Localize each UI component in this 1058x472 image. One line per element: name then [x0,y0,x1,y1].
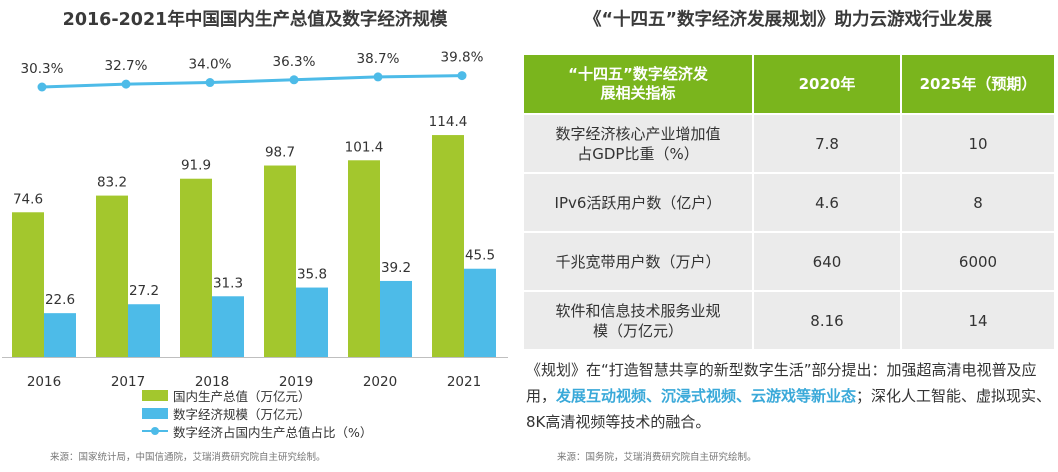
data-label-gdp-2021: 114.4 [429,114,468,130]
left-source-note: 来源：国家统计局，中国信通院，艾瑞消费研究院自主研究绘制。 [50,452,326,463]
x-tick-label-2016: 2016 [27,374,61,390]
legend-label-gdp: 国内生产总值（万亿元） [173,388,311,404]
right-panel: 《“十四五”数字经济发展规划》助力云游戏行业发展 “十四五”数字经济发展相关指标… [522,0,1056,472]
bar-gdp-2018 [180,178,212,357]
left-panel: 2016-2021年中国国内生产总值及数字经济规模 74.6 22.6 2016 83… [0,0,510,472]
data-label-digital-2016: 22.6 [45,292,75,308]
value-2020-cell: 7.8 [752,113,902,174]
plan-note: 《规划》在“打造智慧共享的新型数字生活”部分提出：加强超高清电视普及应用，发展互… [526,357,1054,435]
share-label-2019: 36.3% [273,54,316,70]
data-label-digital-2020: 39.2 [381,260,411,276]
legend-item-share: 数字经济占国内生产总值占比（%） [142,422,372,440]
bar-digital-2021 [464,268,496,357]
note-text-end: ；深化人工智能、虚拟现实、8K高清视频等技术的融合。 [526,387,1052,431]
table-title: 《“十四五”数字经济发展规划》助力云游戏行业发展 [583,10,992,30]
data-label-gdp-2016: 74.6 [13,191,43,207]
share-label-2020: 38.7% [357,51,400,67]
right-source-note: 来源：国务院，艾瑞消费研究院自主研究绘制。 [557,452,757,463]
bar-gdp-2021 [432,135,464,357]
note-highlight: 发展互动视频、沉浸式视频、云游戏等新业态 [556,387,857,405]
share-line [41,74,463,89]
table-row: IPv6活跃用户数（亿户） 4.6 8 [522,172,1056,233]
table-header-row: “十四五”数字经济发展相关指标 2020年 2025年（预期） [522,53,1056,115]
share-label-2018: 34.0% [189,57,232,73]
bar-gdp-2019 [264,165,296,357]
value-2020-cell: 8.16 [752,290,902,351]
share-point-2018 [205,78,215,88]
indicator-cell: IPv6活跃用户数（亿户） [522,172,754,233]
value-2025-cell: 10 [900,113,1056,174]
value-2025-cell: 8 [900,172,1056,233]
header-indicator: “十四五”数字经济发展相关指标 [522,53,754,115]
indicator-cell: 数字经济核心产业增加值占GDP比重（%） [522,113,754,174]
table-row: 软件和信息技术服务业规模（万亿元） 8.16 14 [522,290,1056,351]
bar-digital-2019 [296,287,328,357]
share-point-2017 [121,79,131,89]
share-label-2017: 32.7% [105,58,148,74]
bar-digital-2017 [128,304,160,357]
bar-digital-2018 [212,296,244,357]
header-2020: 2020年 [752,53,902,115]
x-tick-label-2018: 2018 [195,374,229,390]
x-tick-label-2020: 2020 [363,374,397,390]
data-label-gdp-2019: 98.7 [265,145,295,161]
note-text: 《规划》在“打造智慧共享的新型数字生活”部分提出：加强超高清电视普及应用， [526,361,1037,405]
value-2025-cell: 14 [900,290,1056,351]
indicator-cell: 千兆宽带用户数（万户） [522,231,754,292]
x-tick-label-2021: 2021 [447,374,481,390]
value-2020-cell: 4.6 [752,172,902,233]
bar-digital-2020 [380,280,412,357]
data-label-digital-2017: 27.2 [129,283,159,299]
table-row: 数字经济核心产业增加值占GDP比重（%） 7.8 10 [522,113,1056,174]
share-point-2016 [37,82,47,92]
bar-line-chart: 74.6 22.6 2016 83.2 27.2 2017 91.9 31.3 2018 98.7… [2,50,508,390]
legend-item-gdp: 国内生产总值（万亿元） [142,386,372,404]
bar-gdp-2017 [96,195,128,357]
value-2025-cell: 6000 [900,231,1056,292]
chart-title: 2016-2021年中国国内生产总值及数字经济规模 [62,10,448,30]
share-point-2020 [373,72,383,82]
chart-legend: 国内生产总值（万亿元） 数字经济规模（万亿元） 数字经济占国内生产总值占比（%） [142,386,372,440]
value-2020-cell: 640 [752,231,902,292]
share-label-2021: 39.8% [441,50,484,66]
legend-swatch-gdp [142,389,168,401]
bar-gdp-2020 [348,160,380,357]
bar-gdp-2016 [12,212,44,357]
header-2025: 2025年（预期） [900,53,1056,115]
table-row: 千兆宽带用户数（万户） 640 6000 [522,231,1056,292]
legend-swatch-share [142,426,168,437]
share-label-2016: 30.3% [21,61,64,77]
data-label-digital-2018: 31.3 [213,275,243,291]
indicator-cell: 软件和信息技术服务业规模（万亿元） [522,290,754,351]
x-tick-label-2017: 2017 [111,374,145,390]
data-label-digital-2021: 45.5 [465,248,495,264]
legend-label-digital: 数字经济规模（万亿元） [173,406,311,422]
share-point-2021 [457,71,467,81]
indicator-table: “十四五”数字经济发展相关指标 2020年 2025年（预期） 数字经济核心产业… [522,53,1056,351]
x-tick-label-2019: 2019 [279,374,313,390]
legend-label-share: 数字经济占国内生产总值占比（%） [173,424,373,440]
bar-digital-2016 [44,313,76,357]
data-label-gdp-2018: 91.9 [181,158,211,174]
legend-swatch-digital [142,407,168,419]
data-label-gdp-2020: 101.4 [345,139,384,155]
share-point-2019 [289,75,299,85]
legend-item-digital: 数字经济规模（万亿元） [142,404,372,422]
data-label-digital-2019: 35.8 [297,267,327,283]
data-label-gdp-2017: 83.2 [97,175,127,191]
